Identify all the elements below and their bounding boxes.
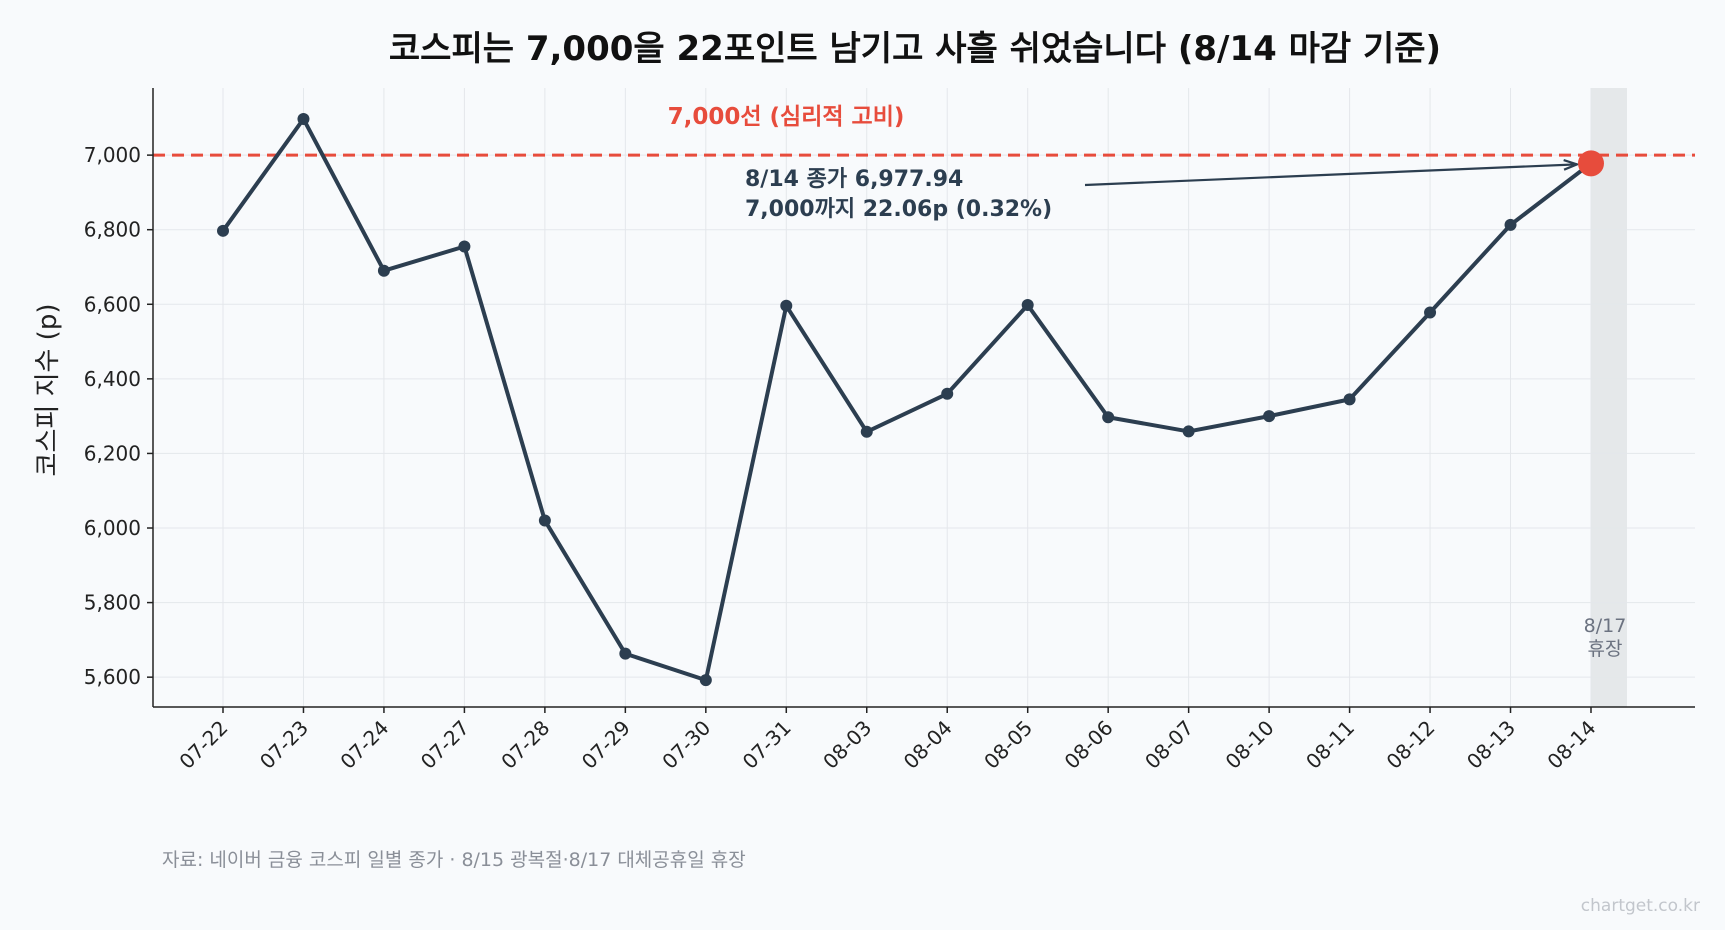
x-tick-label: 08-10	[1221, 716, 1279, 774]
series-line	[221, 116, 1593, 683]
x-tick-label: 08-14	[1542, 716, 1600, 774]
data-point	[1263, 410, 1276, 423]
y-tick-label: 6,200	[84, 441, 141, 465]
data-point	[1343, 393, 1356, 406]
holiday-shade-band	[1590, 88, 1627, 707]
x-tick-label: 08-03	[818, 716, 876, 774]
data-point	[1021, 299, 1034, 312]
x-tick-label: 08-05	[979, 716, 1037, 774]
data-point	[619, 647, 632, 660]
x-tick-label: 07-31	[738, 716, 796, 774]
data-point	[780, 299, 793, 312]
x-tick-label: 08-12	[1382, 716, 1440, 774]
y-tick-label: 6,400	[84, 367, 141, 391]
data-point	[1102, 411, 1115, 424]
y-tick-label: 6,800	[84, 218, 141, 242]
holiday-closed-label: 휴장	[1588, 638, 1623, 660]
brand-watermark: chartget.co.kr	[1581, 896, 1700, 916]
y-tick-label: 6,600	[84, 292, 141, 316]
x-tick-label: 08-13	[1462, 716, 1520, 774]
data-point	[377, 264, 390, 277]
data-point	[1504, 218, 1517, 231]
holiday-date-label: 8/17	[1584, 615, 1627, 637]
x-tick-label: 07-24	[335, 716, 393, 774]
data-point	[699, 674, 712, 687]
highlighted-close-point	[1577, 150, 1604, 177]
x-tick-label: 07-28	[496, 716, 554, 774]
x-tick-label: 07-23	[255, 716, 313, 774]
data-point	[297, 112, 310, 125]
reference-line-label: 7,000선 (심리적 고비)	[668, 104, 905, 130]
annotation-close-text: 8/14 종가 6,977.94	[745, 167, 963, 192]
x-tick-label: 08-04	[899, 716, 957, 774]
annotation-arrow-line	[1084, 163, 1578, 187]
x-tick-label: 07-27	[416, 716, 474, 774]
data-point	[217, 224, 229, 237]
data-point	[458, 240, 471, 253]
chart-title: 코스피는 7,000을 22포인트 남기고 사흘 쉬었습니다 (8/14 마감 …	[389, 29, 1441, 69]
x-tick-label: 07-22	[174, 716, 232, 774]
x-tick-label: 08-07	[1140, 716, 1198, 774]
annotation-arrow-head	[1563, 159, 1581, 171]
y-tick-label: 7,000	[84, 143, 141, 167]
data-point	[860, 425, 873, 438]
y-tick-label: 5,600	[84, 665, 141, 689]
data-point	[941, 387, 954, 400]
data-point	[1424, 306, 1437, 319]
y-tick-label: 6,000	[84, 516, 141, 540]
data-point	[538, 514, 551, 527]
data-point	[1182, 425, 1195, 438]
x-tick-label: 08-11	[1301, 716, 1359, 774]
x-tick-label: 07-30	[657, 716, 715, 774]
y-axis-label: 코스피 지수 (p)	[33, 304, 63, 477]
x-tick-label: 08-06	[1060, 716, 1118, 774]
source-note: 자료: 네이버 금융 코스피 일별 종가 · 8/15 광복절·8/17 대체공…	[162, 849, 746, 871]
annotation-gap-text: 7,000까지 22.06p (0.32%)	[745, 197, 1052, 222]
y-tick-label: 5,800	[84, 591, 141, 615]
x-tick-label: 07-29	[577, 716, 635, 774]
